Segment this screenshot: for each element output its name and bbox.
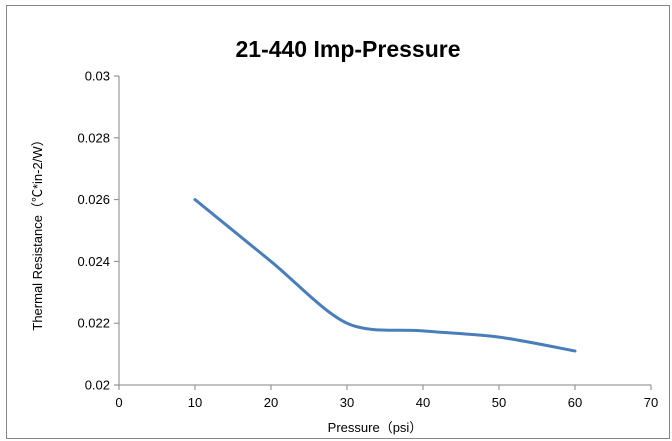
x-axis-ticks: 0 10 20 30 40 50 60 70 [115, 385, 658, 410]
x-tick-label: 20 [264, 395, 278, 410]
y-axis-ticks: 0.02 0.022 0.024 0.026 0.028 0.03 [77, 69, 119, 393]
y-tick-label: 0.024 [77, 254, 110, 269]
series-line [193, 198, 577, 353]
y-tick-label: 0.026 [77, 192, 110, 207]
y-tick-label: 0.022 [77, 316, 110, 331]
y-axis-label: Thermal Resistance（℃*in-2/W） [30, 133, 45, 330]
x-tick-label: 30 [340, 395, 354, 410]
x-axis-label: Pressure（psi） [328, 420, 423, 435]
x-tick-label: 60 [568, 395, 582, 410]
series-group [193, 198, 577, 353]
x-tick-label: 40 [416, 395, 430, 410]
y-tick-label: 0.028 [77, 130, 110, 145]
x-tick-label: 50 [492, 395, 506, 410]
x-tick-label: 0 [115, 395, 122, 410]
x-tick-label: 70 [644, 395, 658, 410]
y-tick-label: 0.03 [85, 69, 110, 84]
chart-title: 21-440 Imp-Pressure [235, 36, 460, 62]
y-tick-label: 0.02 [85, 378, 110, 393]
chart-frame [6, 5, 670, 439]
x-tick-label: 10 [188, 395, 202, 410]
